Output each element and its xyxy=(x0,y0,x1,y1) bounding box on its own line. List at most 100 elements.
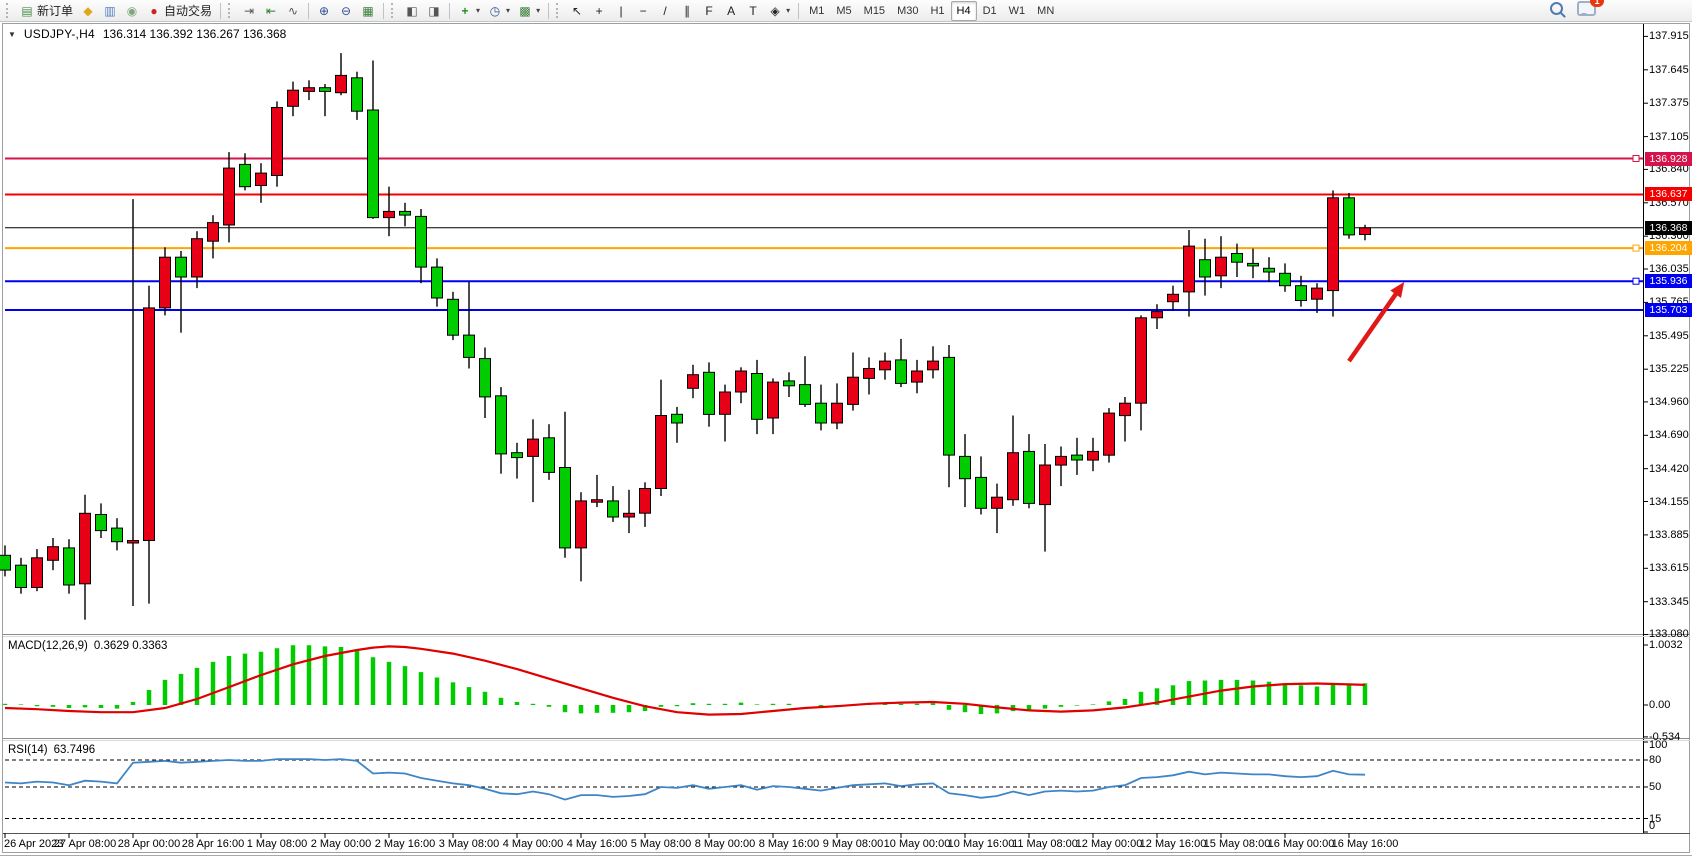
candle-body xyxy=(367,109,379,219)
macd-title: MACD(12,26,9) xyxy=(8,640,88,652)
signal-button[interactable]: ◉ xyxy=(121,0,143,22)
macd-label: MACD(12,26,9) 0.3629 0.3363 xyxy=(8,640,167,652)
candle-body xyxy=(799,384,811,405)
chat-button[interactable]: 1 xyxy=(1577,0,1604,21)
rsi-tick-label: 100 xyxy=(1649,739,1668,751)
chevron-down-icon: ▾ xyxy=(506,6,511,15)
navigator-window-button[interactable]: ◨ xyxy=(423,0,445,22)
toolbar-grip[interactable] xyxy=(556,3,563,18)
time-tick-label: 1 May 08:00 xyxy=(246,838,308,850)
search-button[interactable] xyxy=(1550,1,1563,20)
autotrading-button[interactable]: ● 自动交易 xyxy=(143,0,216,22)
horizontal-line-button[interactable]: − xyxy=(632,0,654,22)
chart-shift-button[interactable]: ⇥ xyxy=(238,0,260,22)
timeframe-mn[interactable]: MN xyxy=(1037,4,1055,17)
text-button[interactable]: A xyxy=(720,0,742,22)
toolbar-grip[interactable] xyxy=(391,3,398,18)
timeframe-m5[interactable]: M5 xyxy=(836,4,852,17)
zoom-out-button[interactable]: ⊖ xyxy=(335,0,357,22)
timeframe-h4[interactable]: H4 xyxy=(950,0,977,21)
crosshair-button[interactable]: + xyxy=(588,0,610,22)
candle-body xyxy=(1071,454,1083,461)
candle-body xyxy=(1119,402,1131,417)
candle-body xyxy=(159,256,171,309)
timeframe-m1[interactable]: M1 xyxy=(809,4,825,17)
line-handle[interactable] xyxy=(1632,155,1640,162)
price-tick-label: 133.885 xyxy=(1649,528,1689,541)
timeframe-h1[interactable]: H1 xyxy=(930,4,945,17)
shapes-button[interactable]: ◈ ▾ xyxy=(764,0,794,22)
toolbar-separator xyxy=(308,2,310,19)
new-order-button[interactable]: ▤ 新订单 xyxy=(16,0,77,22)
candle-body xyxy=(751,373,763,420)
timeframe-m30[interactable]: M30 xyxy=(897,4,919,17)
toolbar-grip[interactable] xyxy=(6,3,13,18)
auto-scroll-button[interactable]: ⇤ xyxy=(260,0,282,22)
price-line-label: 136.204 xyxy=(1645,241,1692,256)
price-tick-label: 133.615 xyxy=(1649,562,1689,575)
collapse-icon[interactable]: ▼ xyxy=(8,29,16,39)
line-handle[interactable] xyxy=(1632,244,1640,252)
trendline-button[interactable]: / xyxy=(654,0,676,22)
price-tick-label: 135.495 xyxy=(1649,329,1689,342)
arrow-annotation[interactable] xyxy=(1347,288,1401,363)
macd-tick-label: -0.534 xyxy=(1649,730,1681,743)
timeframe-m15[interactable]: M15 xyxy=(863,4,886,17)
add-indicator-button[interactable]: + ▾ xyxy=(454,0,484,22)
timeframe-d1[interactable]: D1 xyxy=(982,4,997,17)
candle-body xyxy=(495,395,507,455)
candle-body xyxy=(847,376,859,405)
candle-body xyxy=(175,256,187,278)
price-tick-label: 134.420 xyxy=(1649,462,1689,475)
macd-tick-label: 1.0032 xyxy=(1649,639,1683,651)
candle-body xyxy=(671,413,683,424)
indicators-window-button[interactable]: ◧ xyxy=(401,0,423,22)
periods-button[interactable]: ◷ ▾ xyxy=(484,0,514,22)
terminal-button[interactable]: ▥ xyxy=(99,0,121,22)
rsi-title: RSI(14) xyxy=(8,744,48,756)
chart-symbol: USDJPY-,H4 xyxy=(23,27,95,41)
toolbar-grip[interactable] xyxy=(228,3,235,18)
time-tick-label: 10 May 00:00 xyxy=(883,838,951,850)
candle-body xyxy=(1263,267,1275,273)
time-tick-label: 12 May 00:00 xyxy=(1075,838,1143,850)
notification-badge: 1 xyxy=(1590,0,1604,7)
fibonacci-button[interactable]: F xyxy=(698,0,720,22)
indicators-window-icon: ◧ xyxy=(406,3,418,18)
candle-body xyxy=(655,415,667,489)
terminal-icon: ▥ xyxy=(104,3,116,18)
toolbar-separator xyxy=(548,2,550,19)
chart-type-icon: ▩ xyxy=(519,3,531,18)
candle-body xyxy=(191,238,203,278)
line-handle[interactable] xyxy=(1632,277,1640,285)
rsi-line xyxy=(4,758,1366,801)
equidistant-channel-button[interactable]: ∥ xyxy=(676,0,698,22)
zoom-in-button[interactable]: ⊕ xyxy=(313,0,335,22)
candle-body xyxy=(463,334,475,358)
candle-body xyxy=(559,467,571,549)
market-depth-button[interactable]: ◆ xyxy=(77,0,99,22)
cursor-button[interactable]: ↖ xyxy=(566,0,588,22)
time-tick-label: 8 May 16:00 xyxy=(758,838,820,850)
zoom-out-icon: ⊖ xyxy=(341,3,352,18)
trendline-icon: / xyxy=(663,3,667,18)
candle-body xyxy=(287,89,299,107)
time-tick-label: 5 May 08:00 xyxy=(630,838,692,850)
scale-fix-button[interactable]: ∿ xyxy=(282,0,304,22)
zoom-in-icon: ⊕ xyxy=(319,3,330,18)
candle-body xyxy=(47,546,59,561)
candle-body xyxy=(335,74,347,94)
candle-body xyxy=(399,210,411,216)
time-tick-label: 12 May 16:00 xyxy=(1139,838,1207,850)
label-button[interactable]: T xyxy=(742,0,764,22)
timeframe-w1[interactable]: W1 xyxy=(1008,4,1026,17)
vertical-line-button[interactable]: | xyxy=(610,0,632,22)
arrow-head[interactable] xyxy=(1390,281,1405,298)
candle-body xyxy=(1167,293,1179,303)
candle-body xyxy=(1183,245,1195,293)
chart-type-button[interactable]: ▩ ▾ xyxy=(514,0,544,22)
candle-body xyxy=(239,163,251,188)
tile-windows-button[interactable]: ▦ xyxy=(357,0,379,22)
time-tick-label: 4 May 16:00 xyxy=(566,838,628,850)
